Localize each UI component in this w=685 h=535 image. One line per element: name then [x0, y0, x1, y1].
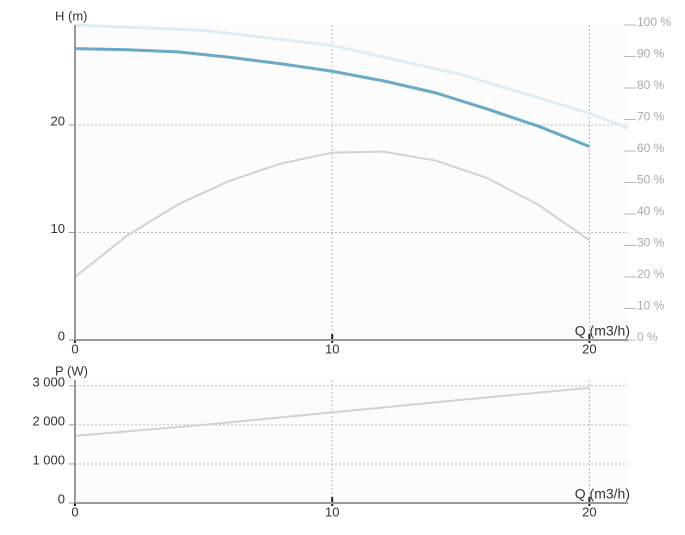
- y-tick-label: 0: [58, 491, 65, 506]
- x-axis-label: Q (m3/h): [575, 323, 630, 339]
- series-line: [74, 150, 590, 278]
- series-line: [74, 386, 590, 437]
- x-tick-label: 0: [71, 341, 78, 356]
- plot-area: [75, 25, 628, 340]
- x-tick-label: 10: [325, 341, 339, 356]
- y2-tick-label: 100 %: [637, 15, 671, 29]
- y2-tick-label: 60 %: [637, 141, 665, 155]
- y2-tick-label: 80 %: [637, 78, 665, 92]
- y2-tick-label: 50 %: [637, 173, 665, 187]
- x-axis-label: Q (m3/h): [575, 486, 630, 502]
- y-tick-label: 0: [58, 328, 65, 343]
- x-tick-label: 0: [71, 504, 78, 519]
- plot-area: [75, 380, 628, 503]
- y-axis-label: P (W): [55, 363, 88, 378]
- x-tick-label: 10: [325, 504, 339, 519]
- x-tick-label: 20: [582, 504, 596, 519]
- x-tick-label: 20: [582, 341, 596, 356]
- y2-tick-label: 70 %: [637, 110, 665, 124]
- y-tick-label: 2 000: [32, 413, 65, 428]
- y2-tick-label: 20 %: [637, 267, 665, 281]
- y-tick-label: 10: [51, 221, 65, 236]
- y2-tick-label: 30 %: [637, 236, 665, 250]
- y-axis-label: H (m): [55, 8, 88, 23]
- series-line: [74, 47, 590, 148]
- series-line: [74, 23, 629, 130]
- y2-tick-label: 40 %: [637, 204, 665, 218]
- y-tick-label: 20: [51, 113, 65, 128]
- y-tick-label: 3 000: [32, 374, 65, 389]
- y2-tick-label: 10 %: [637, 299, 665, 313]
- y2-tick-label: 90 %: [637, 47, 665, 61]
- y2-tick-label: 0 %: [637, 330, 658, 344]
- y-tick-label: 1 000: [32, 452, 65, 467]
